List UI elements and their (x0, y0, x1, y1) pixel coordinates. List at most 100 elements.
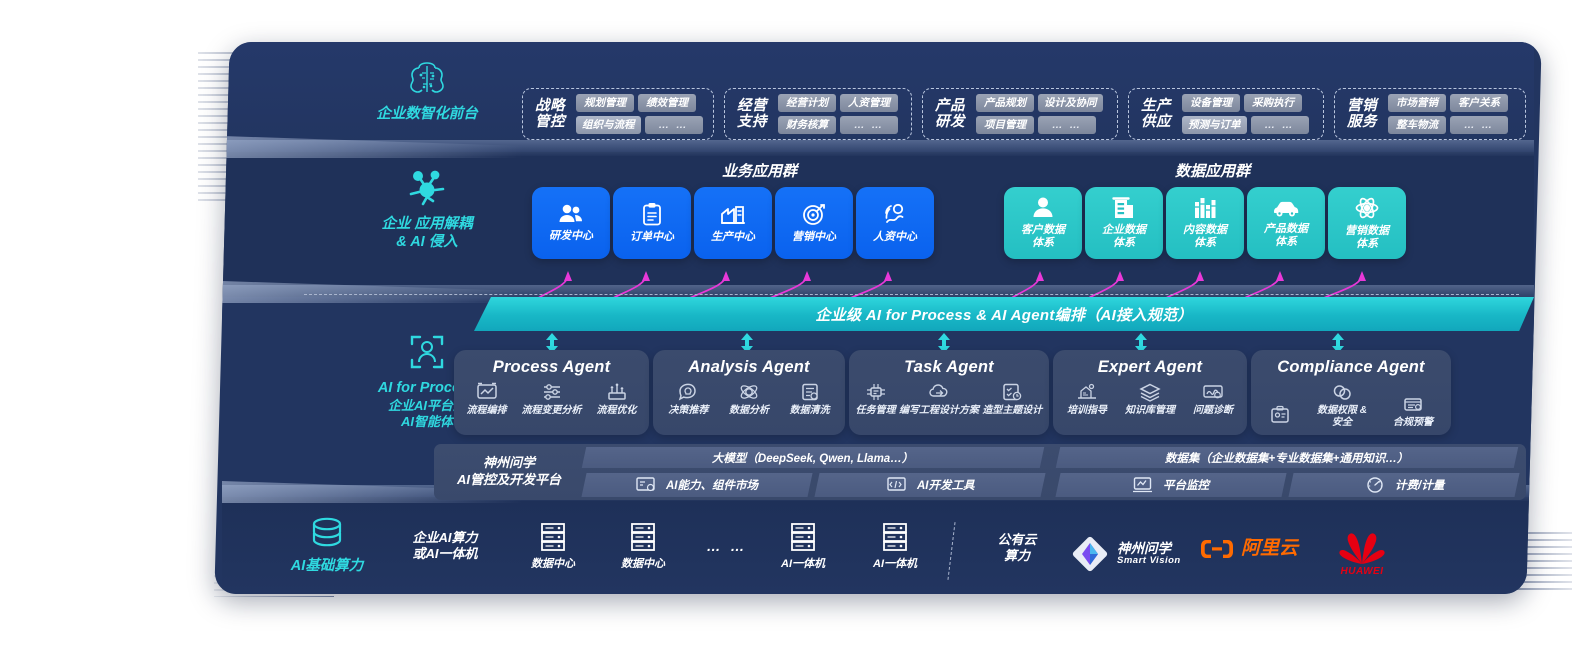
agent-item[interactable]: 流程变更分析 (522, 382, 582, 417)
agent-item[interactable]: 任务管理 (856, 382, 896, 417)
chip[interactable]: 项目管理 (976, 116, 1034, 134)
platform-right-cells: 平台监控 计费/计量 (1055, 473, 1519, 497)
chip[interactable]: 绩效管理 (638, 94, 696, 112)
chip-more[interactable]: … … (1450, 116, 1508, 134)
agent-title: Compliance Agent (1277, 358, 1425, 376)
architecture-panel: 企业数智化前台 企业 应用解耦 & AI 侵入 AI for Process 企… (214, 42, 1542, 594)
chip[interactable]: 客户关系 (1450, 94, 1508, 112)
agent-card-compliance[interactable]: Compliance Agent 数据权限 & (1251, 350, 1451, 435)
infra-node-ai-box-1[interactable]: AI一体机 (768, 522, 838, 571)
data-card-enterprise[interactable]: 企业数据 体系 (1085, 187, 1163, 259)
chip[interactable]: 经营计划 (778, 94, 836, 112)
chip[interactable]: 人资管理 (840, 94, 898, 112)
agent-item[interactable] (1269, 405, 1291, 428)
agent-item[interactable]: 决策推荐 (668, 382, 708, 417)
app-card-hr-center[interactable]: 人资中心 (856, 187, 934, 259)
card-label-2: 体系 (1275, 235, 1297, 248)
platform-llm-row[interactable]: 大模型（DeepSeek, Qwen, Llama…） (581, 447, 1045, 468)
chip[interactable]: 组织与流程 (576, 116, 641, 134)
chip-more[interactable]: … … (840, 116, 898, 134)
agent-card-task[interactable]: Task Agent 任务管理 编写工程设计方案 (849, 350, 1049, 435)
platform-dataset-row[interactable]: 数据集（企业数据集+专业数据集+通用知识…） (1055, 447, 1519, 468)
top-group-production-supply[interactable]: 生产 供应 设备管理 采购执行 预测与订单 … … (1128, 88, 1324, 140)
top-group-product-rd[interactable]: 产品 研发 产品规划 设计及协同 项目管理 … … (922, 88, 1118, 140)
server-icon (883, 523, 907, 551)
chip-more[interactable]: … … (1250, 116, 1309, 134)
card-label: 企业数据 (1102, 224, 1146, 237)
chip[interactable]: 设计及协同 (1038, 94, 1103, 112)
clipboard-icon (643, 203, 661, 226)
group-chips: 产品规划 设计及协同 项目管理 … … (976, 94, 1110, 134)
orchestration-banner[interactable]: 企业级 AI for Process & AI Agent编排（AI接入规范） (474, 297, 1534, 331)
group-title: 战略 管控 (535, 97, 565, 130)
optimize-icon (607, 383, 626, 400)
brain-icon (410, 62, 444, 93)
app-card-order-center[interactable]: 订单中心 (613, 187, 691, 259)
platform-cell-ai-market[interactable]: AI能力、组件市场 (581, 473, 813, 497)
agent-item[interactable]: 编写工程设计方案 (899, 382, 979, 417)
infra-public-cloud-label: 公有云 算力 (997, 532, 1037, 563)
group-title: 产品 研发 (935, 97, 965, 130)
agent-item[interactable]: 培训指导 (1067, 382, 1107, 417)
agent-card-process[interactable]: Process Agent 流程编排 (454, 350, 649, 435)
agent-item[interactable]: 流程编排 (467, 382, 507, 417)
molecule-icon (409, 170, 445, 206)
chip[interactable]: 预测与订单 (1182, 116, 1247, 134)
card-label-2: 体系 (1194, 237, 1216, 249)
chip-more[interactable]: … … (1038, 116, 1096, 134)
app-card-production-center[interactable]: 生产中心 (694, 187, 772, 259)
platform-cell-billing[interactable]: 计费/计量 (1287, 473, 1519, 497)
infra-node-dc-1[interactable]: 数据中心 (518, 522, 588, 571)
infra-node-ai-box-2[interactable]: AI一体机 (860, 522, 930, 571)
sidebar-label-infra: AI基础算力 (232, 514, 422, 576)
data-card-marketing[interactable]: 营销数据 体系 (1328, 187, 1406, 259)
chip[interactable]: 整车物流 (1388, 116, 1446, 134)
agent-items: 流程编排 流程变更分析 (454, 382, 649, 417)
top-group-operation[interactable]: 经营 支持 经营计划 人资管理 财务核算 … … (724, 88, 912, 140)
card-label: 生产中心 (711, 230, 755, 243)
app-card-rd-center[interactable]: 研发中心 (532, 187, 610, 259)
data-card-content[interactable]: 内容数据 体系 (1166, 187, 1244, 259)
agent-item[interactable]: 造型主题设计 (982, 382, 1042, 417)
orchestration-banner-wrap: 企业级 AI for Process & AI Agent编排（AI接入规范） (474, 297, 1534, 331)
agent-item[interactable]: 合规预警 (1393, 394, 1433, 429)
infra-node-dc-2[interactable]: 数据中心 (608, 522, 678, 571)
chip[interactable]: 市场营销 (1388, 94, 1446, 112)
card-label: 内容数据 (1183, 224, 1227, 237)
chip-more[interactable]: … … (644, 116, 703, 134)
ai-platform-bar[interactable]: 神州问学 AI管控及开发平台 大模型（DeepSeek, Qwen, Llama… (434, 444, 1526, 500)
agent-item[interactable]: 流程优化 (597, 382, 637, 417)
agent-item[interactable]: 问题诊断 (1193, 382, 1233, 417)
agent-title: Task Agent (904, 358, 994, 376)
id-card-icon (1271, 405, 1289, 423)
top-group-marketing-service[interactable]: 营销 服务 市场营销 客户关系 整车物流 … … (1334, 88, 1526, 140)
monitor-icon (1133, 477, 1153, 493)
training-icon (1078, 383, 1096, 399)
agent-item[interactable]: 数据清洗 (790, 382, 830, 417)
chip[interactable]: 产品规划 (976, 94, 1034, 112)
card-label: 人资中心 (873, 230, 917, 243)
data-card-customer[interactable]: 客户数据 体系 (1004, 187, 1082, 259)
chip[interactable]: 采购执行 (1244, 94, 1302, 112)
agent-card-analysis[interactable]: Analysis Agent 决策推荐 数据分析 (653, 350, 845, 435)
agent-card-expert[interactable]: Expert Agent 培训指导 (1053, 350, 1247, 435)
vendor-aliyun[interactable]: 阿里云 (1200, 538, 1298, 560)
vendor-smartvision[interactable]: 神州问学 Smart Vision (1070, 534, 1181, 574)
data-card-product[interactable]: 产品数据 体系 (1247, 187, 1325, 259)
chip[interactable]: 财务核算 (778, 116, 836, 134)
server-icon (541, 523, 565, 551)
alert-mail-icon (1404, 397, 1422, 411)
app-card-marketing-center[interactable]: 营销中心 (775, 187, 853, 259)
chip[interactable]: 规划管理 (576, 94, 634, 112)
agent-item[interactable]: 数据权限 & 安全 (1317, 382, 1367, 428)
atom-analysis-icon (740, 385, 758, 399)
vendor-huawei[interactable]: HUAWEI (1336, 532, 1388, 578)
agent-item[interactable]: 知识库管理 (1125, 382, 1175, 417)
platform-cell-monitor[interactable]: 平台监控 (1055, 473, 1287, 497)
dev-tool-icon (886, 477, 905, 491)
platform-left-cells: AI能力、组件市场 AI开发工具 (581, 473, 1045, 497)
agent-item[interactable]: 数据分析 (729, 382, 769, 417)
platform-cell-dev-tools[interactable]: AI开发工具 (813, 473, 1045, 497)
chip[interactable]: 设备管理 (1182, 94, 1240, 112)
top-group-strategy[interactable]: 战略 管控 规划管理 绩效管理 组织与流程 … … (522, 88, 714, 140)
